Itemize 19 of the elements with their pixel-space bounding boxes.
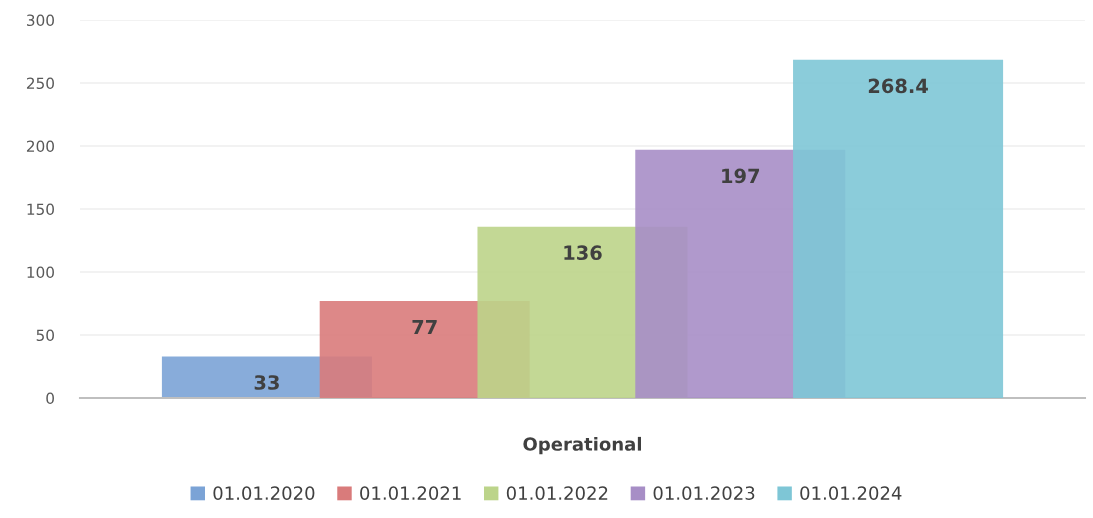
y-tick-label: 200 xyxy=(26,140,54,153)
bar xyxy=(793,59,1004,398)
data-label: 268.4 xyxy=(868,78,928,94)
y-tick-label: 0 xyxy=(46,392,54,405)
y-tick-label: 300 xyxy=(27,14,54,27)
y-tick-label: 50 xyxy=(36,329,54,342)
y-tick-label: 150 xyxy=(27,203,54,216)
legend-label: 01.01.2024 xyxy=(800,486,902,500)
legend-label: 01.01.2023 xyxy=(653,486,755,500)
data-label: 197 xyxy=(722,168,760,184)
data-label: 77 xyxy=(412,319,437,335)
y-tick-label: 100 xyxy=(27,266,54,279)
x-tick-label: Operational xyxy=(523,436,642,455)
data-label: 33 xyxy=(254,375,279,390)
data-label: 136 xyxy=(564,245,602,261)
legend-label: 01.01.2020 xyxy=(213,486,315,500)
legend-label: 01.01.2022 xyxy=(506,486,608,500)
legend-label: 01.01.2021 xyxy=(360,486,461,500)
y-tick-label: 250 xyxy=(26,77,54,90)
